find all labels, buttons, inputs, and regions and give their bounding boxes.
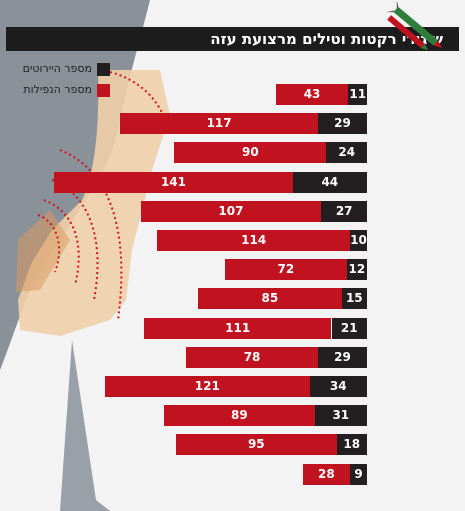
bar-intercepts xyxy=(317,346,367,368)
inner-range-zone xyxy=(16,210,70,292)
value-label-impacts: 28 xyxy=(317,466,335,481)
bar-impacts xyxy=(198,288,342,310)
value-label-intercepts: 11 xyxy=(349,87,367,101)
bar-intercepts xyxy=(341,288,367,310)
value-label-intercepts: 12 xyxy=(348,262,366,277)
bar-intercepts xyxy=(350,463,367,485)
bar-intercepts xyxy=(314,405,367,427)
value-label-impacts: 117 xyxy=(206,116,232,131)
bar-impacts xyxy=(120,113,318,135)
value-label-impacts: 107 xyxy=(218,203,244,218)
bar-impacts xyxy=(225,259,347,281)
range-arc-middle xyxy=(51,179,99,301)
bar-intercepts xyxy=(348,84,367,105)
value-label-intercepts: 18 xyxy=(343,437,361,452)
bar-impacts xyxy=(143,317,332,339)
value-label-intercepts: 27 xyxy=(335,203,353,218)
bar-impacts xyxy=(164,405,315,427)
value-label-impacts: 85 xyxy=(261,291,279,306)
bar-intercepts xyxy=(321,200,367,222)
bar-impacts xyxy=(174,142,327,164)
range-arc-outer xyxy=(59,149,123,321)
bar-impacts xyxy=(105,376,310,397)
value-label-intercepts: 15 xyxy=(345,291,363,306)
value-label-impacts: 141 xyxy=(160,174,187,189)
value-label-impacts: 121 xyxy=(194,379,220,393)
bar-impacts xyxy=(140,200,322,222)
value-label-impacts: 72 xyxy=(277,262,295,277)
value-label-impacts: 89 xyxy=(231,408,248,423)
chart-title: שיגורי רקטות וטילים מרצועת עזה xyxy=(210,30,443,48)
value-label-intercepts: 44 xyxy=(321,174,339,189)
legend-label-impacts: מספר הנפילות xyxy=(23,83,92,96)
gulf-area xyxy=(60,340,110,511)
value-label-intercepts: 10 xyxy=(350,233,367,247)
bar-impacts xyxy=(54,171,293,193)
bar-intercepts xyxy=(326,142,367,164)
value-label-intercepts: 31 xyxy=(332,408,350,423)
missile-icon xyxy=(385,2,442,51)
bar-impacts xyxy=(302,463,350,485)
bar-impacts xyxy=(275,84,349,105)
bar-impacts xyxy=(186,346,318,368)
value-label-intercepts: 9 xyxy=(354,466,363,481)
value-label-impacts: 95 xyxy=(247,437,265,452)
bar-impacts xyxy=(157,230,350,251)
bar-intercepts xyxy=(336,434,367,456)
value-label-impacts: 43 xyxy=(303,87,321,101)
legend-item-intercepts: מספר היירוטים xyxy=(0,62,110,76)
value-label-impacts: 90 xyxy=(242,145,259,160)
bar-intercepts xyxy=(346,259,367,281)
legend-label-intercepts: מספר היירוטים xyxy=(22,62,92,75)
value-label-impacts: 111 xyxy=(225,320,251,335)
bar-intercepts xyxy=(292,171,367,193)
value-label-impacts: 114 xyxy=(241,233,267,247)
value-label-intercepts: 34 xyxy=(329,379,347,393)
value-label-intercepts: 29 xyxy=(334,116,351,131)
rocket-range-zone xyxy=(18,70,170,336)
range-arc-core xyxy=(37,214,61,273)
value-label-intercepts: 29 xyxy=(334,349,351,364)
value-label-intercepts: 24 xyxy=(338,145,356,160)
legend-item-impacts: מספר הנפילות xyxy=(0,83,110,97)
bar-intercepts xyxy=(331,317,367,339)
bar-impacts xyxy=(176,434,337,456)
title-bar: שיגורי רקטות וטילים מרצועת עזה xyxy=(6,27,459,51)
bar-intercepts xyxy=(309,376,367,397)
value-label-intercepts: 21 xyxy=(340,320,358,335)
legend-swatch-intercepts xyxy=(97,63,110,76)
value-label-impacts: 78 xyxy=(243,349,261,364)
range-arc-inner xyxy=(43,199,80,286)
bar-intercepts xyxy=(350,230,367,251)
bar-intercepts xyxy=(317,113,367,135)
legend-swatch-impacts xyxy=(97,84,110,97)
